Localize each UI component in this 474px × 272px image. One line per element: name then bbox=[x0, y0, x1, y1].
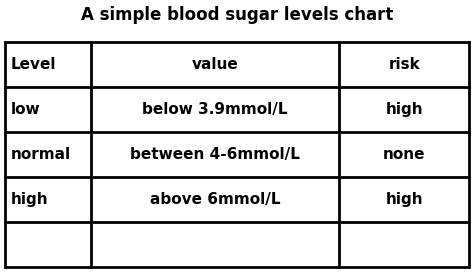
Text: none: none bbox=[383, 147, 426, 162]
Text: below 3.9mmol/L: below 3.9mmol/L bbox=[142, 102, 288, 117]
Text: normal: normal bbox=[10, 147, 71, 162]
Text: A simple blood sugar levels chart: A simple blood sugar levels chart bbox=[81, 6, 393, 24]
Text: Level: Level bbox=[10, 57, 56, 72]
Text: high: high bbox=[10, 192, 48, 207]
Bar bbox=[5, 42, 469, 267]
Text: low: low bbox=[10, 102, 40, 117]
Text: value: value bbox=[191, 57, 238, 72]
Text: high: high bbox=[385, 102, 423, 117]
Text: high: high bbox=[385, 192, 423, 207]
Text: above 6mmol/L: above 6mmol/L bbox=[150, 192, 280, 207]
Text: risk: risk bbox=[388, 57, 420, 72]
Text: between 4-6mmol/L: between 4-6mmol/L bbox=[130, 147, 300, 162]
